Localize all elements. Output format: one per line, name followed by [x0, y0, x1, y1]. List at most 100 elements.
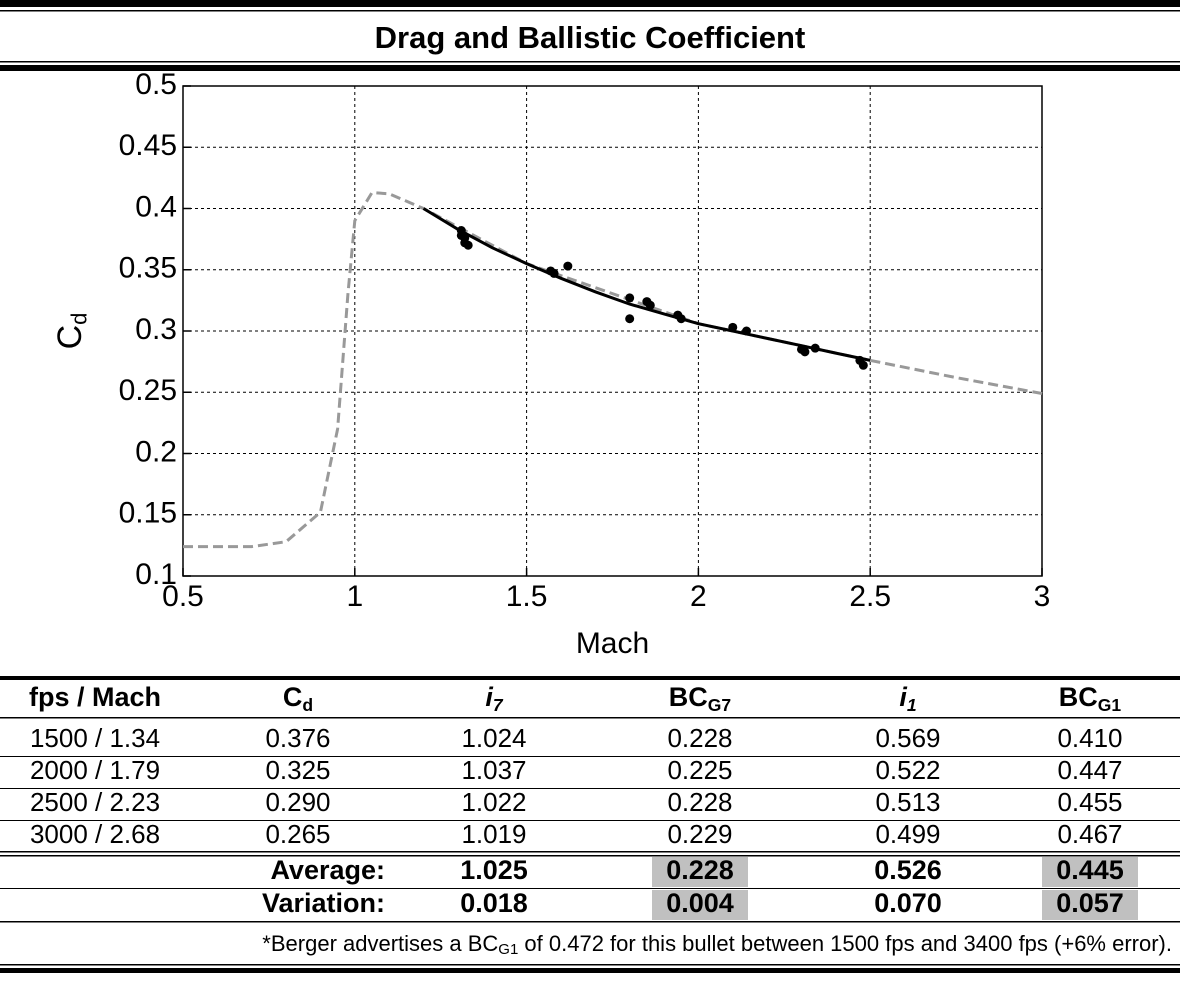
table-cell: 0.447 — [1057, 755, 1122, 785]
highlight — [1042, 857, 1138, 887]
data-point — [810, 343, 820, 353]
summary-cell: 0.057 — [1056, 888, 1124, 918]
table-cell: 1.019 — [461, 819, 526, 849]
table-header-sub: G1 — [1098, 694, 1122, 714]
table-header: i1 — [899, 682, 916, 714]
table-header-main: BC — [1059, 682, 1098, 712]
x-tick-label: 0.5 — [162, 580, 204, 613]
data-point — [728, 322, 738, 332]
summary-rule — [0, 851, 1180, 853]
x-tick-label: 3 — [1034, 580, 1051, 613]
summary-cell: 0.004 — [666, 888, 734, 918]
table-cell: 1.024 — [461, 723, 526, 753]
table-header: fps / Mach — [29, 682, 161, 712]
data-point — [742, 326, 752, 336]
table-cell: 0.265 — [265, 819, 330, 849]
title-rule — [0, 65, 1180, 71]
summary-cell: 0.445 — [1056, 855, 1124, 885]
y-tick-label: 0.45 — [119, 129, 177, 162]
title: Drag and Ballistic Coefficient — [375, 20, 806, 55]
data-point — [549, 268, 559, 278]
x-tick-label: 2.5 — [849, 580, 891, 613]
y-tick-label: 0.15 — [119, 497, 177, 530]
table-cell: 0.499 — [875, 819, 940, 849]
row-rule — [0, 888, 1180, 889]
top-rule-thin — [0, 10, 1180, 12]
table-cell: 3000 / 2.68 — [30, 819, 160, 849]
table-cell: 0.410 — [1057, 723, 1122, 753]
summary-cell: 0.228 — [666, 855, 734, 885]
table-cell: 1.022 — [461, 787, 526, 817]
y-axis-label: Cd — [51, 313, 91, 350]
table-cell: 0.455 — [1057, 787, 1122, 817]
summary-cell: 0.526 — [874, 855, 942, 885]
y-tick-label: 0.35 — [119, 252, 177, 285]
table-header-sub: 1 — [907, 694, 917, 714]
x-tick-label: 1 — [346, 580, 363, 613]
table-cell: 1.037 — [461, 755, 526, 785]
y-tick-label: 0.1 — [135, 558, 177, 591]
row-rule — [0, 820, 1180, 821]
table-header: BCG7 — [669, 682, 731, 714]
x-axis-label: Mach — [576, 627, 649, 660]
table-cell: 0.229 — [667, 819, 732, 849]
y-tick-label: 0.5 — [135, 68, 177, 101]
table-cell: 0.228 — [667, 787, 732, 817]
row-rule — [0, 921, 1180, 923]
table-header-sub: d — [302, 694, 313, 714]
summary-cell: 0.070 — [874, 888, 942, 918]
summary-cell: 1.025 — [460, 855, 528, 885]
row-rule — [0, 788, 1180, 789]
y-tick-label: 0.4 — [135, 190, 177, 223]
data-point — [625, 314, 635, 324]
data-point — [563, 261, 573, 271]
footnote-sub: G1 — [498, 941, 518, 958]
table-cell: 0.513 — [875, 787, 940, 817]
summary-rule — [0, 855, 1180, 857]
table-top-rule — [0, 676, 1180, 680]
table-header-main: i — [485, 682, 493, 712]
top-rule — [0, 0, 1180, 7]
data-point — [625, 293, 635, 303]
footnote-text: *Berger advertises a BC — [262, 931, 498, 956]
y-tick-label: 0.25 — [119, 374, 177, 407]
table-cell: 1500 / 1.34 — [30, 723, 160, 753]
highlight — [652, 890, 748, 920]
table-cell: 0.467 — [1057, 819, 1122, 849]
summary-label: Average: — [270, 855, 385, 885]
bottom-rule-thin — [0, 964, 1180, 966]
data-point — [463, 240, 473, 250]
table-cell: 0.376 — [265, 723, 330, 753]
table-header: i7 — [485, 682, 504, 714]
table-cell: 2500 / 2.23 — [30, 787, 160, 817]
table-header-sub: 7 — [493, 694, 504, 714]
bottom-rule — [0, 968, 1180, 973]
table-cell: 2000 / 1.79 — [30, 755, 160, 785]
header-rule — [0, 717, 1180, 719]
table-header: BCG1 — [1059, 682, 1122, 714]
y-tick-label: 0.3 — [135, 313, 177, 346]
highlight — [652, 857, 748, 887]
curve — [183, 191, 1043, 549]
data-point — [676, 314, 686, 324]
summary-label: Variation: — [262, 888, 385, 918]
summary-cell: 0.018 — [460, 888, 528, 918]
plot-frame — [182, 85, 1043, 577]
title-rule-thin — [0, 61, 1180, 63]
table-header-main: BC — [669, 682, 708, 712]
curve — [422, 207, 871, 362]
table-cell: 0.522 — [875, 755, 940, 785]
table-cell: 0.225 — [667, 755, 732, 785]
row-rule — [0, 756, 1180, 757]
y-axis-label-sub: d — [66, 313, 91, 325]
table-header-sub: G7 — [708, 694, 731, 714]
x-tick-label: 2 — [690, 580, 707, 613]
y-tick-label: 0.2 — [135, 435, 177, 468]
table-header-main: C — [283, 682, 303, 712]
data-point — [858, 360, 868, 370]
table-cell: 0.569 — [875, 723, 940, 753]
table-header-main: i — [899, 682, 907, 712]
footnote-text: of 0.472 for this bullet between 1500 fp… — [518, 931, 1172, 956]
data-point — [645, 300, 655, 310]
